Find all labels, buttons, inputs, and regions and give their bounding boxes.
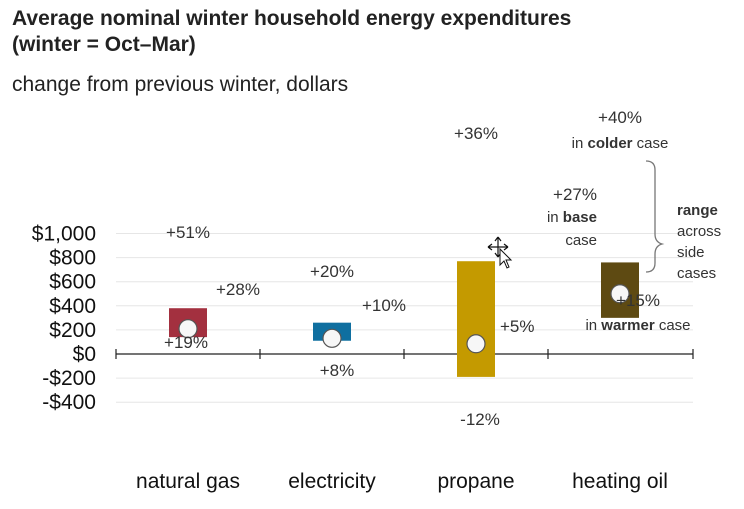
- base-case-points: [178, 284, 630, 354]
- low-case-label: -12%: [460, 410, 500, 429]
- range-note-line: side: [677, 244, 705, 261]
- range-bar: [457, 261, 495, 377]
- low-case-label: +15%: [616, 291, 660, 310]
- colder-case-note: in colder case: [572, 135, 669, 152]
- y-tick-label: $800: [49, 247, 96, 270]
- chart-title-line1: Average nominal winter household energy …: [12, 7, 572, 30]
- chart-title-line2: (winter = Oct–Mar): [12, 33, 196, 56]
- pointer-arrow: [499, 247, 513, 269]
- y-tick-label: -$200: [42, 367, 96, 390]
- high-case-label: +36%: [454, 124, 498, 143]
- y-tick-label: -$400: [42, 391, 96, 414]
- chart-subtitle: change from previous winter, dollars: [12, 73, 349, 96]
- gridlines: [116, 233, 693, 403]
- low-case-label: +19%: [164, 333, 208, 352]
- base-case-label: +10%: [362, 296, 406, 315]
- base-case-point: [322, 328, 342, 348]
- y-tick-label: $0: [73, 343, 96, 366]
- base-case-point: [466, 334, 486, 354]
- range-note-title: range: [677, 202, 718, 219]
- range-note-line: cases: [677, 265, 716, 282]
- range-bracket: [645, 160, 665, 273]
- y-tick-label: $200: [49, 319, 96, 342]
- category-label: electricity: [288, 470, 376, 493]
- chart-title: Average nominal winter household energy …: [12, 6, 732, 58]
- high-case-label: +51%: [166, 223, 210, 242]
- base-case-note-line2: case: [565, 232, 597, 249]
- base-case-label: +5%: [500, 317, 535, 336]
- base-case-label: +27%: [553, 185, 597, 204]
- move-cursor-icon: [487, 236, 513, 269]
- base-case-point: [178, 319, 198, 339]
- y-tick-label: $1,000: [32, 223, 96, 246]
- warmer-case-note: in warmer case: [585, 317, 690, 334]
- percent-labels: +51% +28% +19% +20% +10% +8% +36% +5% -12% +40% +2…: [164, 108, 660, 429]
- x-axis-baseline: [115, 349, 694, 359]
- y-axis-ticks: $1,000$800$600$400$200$0-$200-$400: [32, 223, 96, 415]
- y-tick-label: $400: [49, 295, 96, 318]
- base-case-note-line1: in base: [547, 209, 597, 226]
- category-label: propane: [437, 470, 514, 493]
- annotations: in colder case in base case in warmer case r…: [547, 135, 721, 334]
- high-case-label: +40%: [598, 108, 642, 127]
- high-case-label: +20%: [310, 262, 354, 281]
- y-tick-label: $600: [49, 271, 96, 294]
- category-labels: natural gas electricity propane heating oil: [136, 470, 668, 493]
- base-case-label: +28%: [216, 280, 260, 299]
- bars: [169, 261, 639, 377]
- range-note-line: across: [677, 223, 721, 240]
- category-label: natural gas: [136, 470, 240, 493]
- base-case-point: [610, 284, 630, 304]
- low-case-label: +8%: [320, 361, 355, 380]
- category-label: heating oil: [572, 470, 668, 493]
